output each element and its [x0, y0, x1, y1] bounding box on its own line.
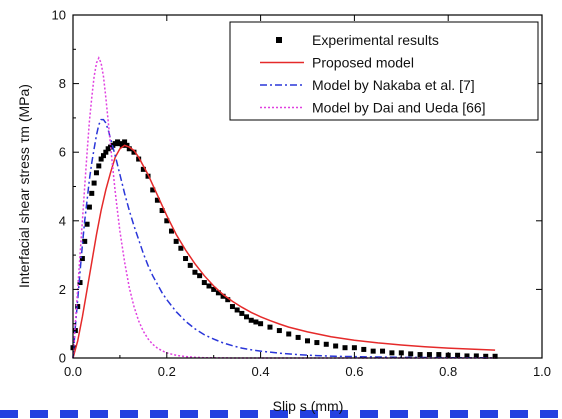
data-point: [389, 350, 395, 356]
data-point: [244, 314, 250, 320]
data-point: [473, 353, 479, 359]
data-point: [314, 340, 320, 346]
data-point: [183, 256, 189, 262]
data-point: [351, 345, 357, 351]
x-tick-label: 0.6: [345, 364, 363, 379]
data-point: [225, 297, 231, 303]
x-tick-label: 0.0: [64, 364, 82, 379]
y-tick-label: 6: [59, 145, 66, 160]
data-point: [417, 352, 423, 358]
data-point: [267, 324, 273, 330]
data-point: [173, 238, 179, 244]
data-point: [178, 245, 184, 251]
y-tick-label: 8: [59, 76, 66, 91]
data-point: [136, 156, 142, 162]
legend-label: Model by Dai and Ueda [66]: [312, 100, 486, 116]
x-tick-label: 1.0: [533, 364, 551, 379]
y-tick-label: 2: [59, 282, 66, 297]
data-point: [211, 286, 217, 292]
legend-label: Model by Nakaba et al. [7]: [312, 77, 475, 93]
y-tick-label: 0: [59, 351, 66, 366]
data-point: [164, 218, 170, 224]
data-point: [96, 163, 102, 169]
data-point: [131, 149, 137, 155]
data-point: [122, 139, 128, 145]
data-point: [370, 348, 376, 354]
data-point: [483, 353, 489, 359]
data-point: [140, 166, 146, 172]
y-axis-title: Interfacial shear stress τm (MPa): [16, 84, 32, 288]
data-point: [220, 293, 226, 299]
data-point: [276, 328, 282, 334]
data-point: [215, 290, 221, 296]
y-tick-label: 10: [52, 8, 66, 23]
data-point: [119, 142, 125, 148]
data-point: [159, 208, 165, 214]
data-point: [361, 346, 367, 352]
data-point: [436, 352, 442, 358]
data-point: [286, 331, 292, 337]
x-tick-label: 0.8: [439, 364, 457, 379]
data-point: [398, 350, 404, 356]
data-point: [248, 317, 254, 323]
data-point: [100, 153, 106, 159]
data-point: [84, 221, 90, 227]
data-point: [323, 341, 329, 347]
data-point: [98, 156, 104, 162]
x-tick-label: 0.2: [158, 364, 176, 379]
y-tick-label: 4: [59, 213, 66, 228]
data-point: [333, 343, 339, 349]
data-point: [342, 345, 348, 351]
data-point: [197, 273, 203, 279]
data-point: [464, 353, 470, 359]
data-point: [455, 352, 461, 358]
data-point: [192, 269, 198, 275]
data-point: [72, 328, 78, 334]
series-line-4: [72, 56, 496, 359]
data-point: [91, 180, 97, 186]
data-point: [93, 170, 99, 176]
data-point: [258, 321, 264, 327]
data-point: [305, 338, 310, 344]
series-line-3: [72, 118, 496, 359]
data-point: [77, 280, 83, 286]
data-point: [103, 149, 109, 155]
data-point: [206, 283, 212, 289]
data-point: [426, 352, 432, 358]
data-point: [234, 307, 240, 313]
data-point: [239, 310, 245, 316]
data-point: [89, 190, 95, 196]
series-line-2: [72, 144, 496, 359]
data-point: [124, 142, 130, 148]
data-point: [408, 351, 414, 357]
data-point: [168, 228, 174, 234]
data-point: [201, 280, 207, 286]
x-axis-title: Slip s (mm): [273, 398, 344, 414]
legend: Experimental results Proposed model Model …: [229, 21, 539, 121]
data-point: [86, 204, 92, 210]
data-point: [229, 304, 235, 310]
data-point: [380, 348, 386, 354]
data-point: [187, 262, 193, 268]
legend-label: Experimental results: [312, 32, 439, 48]
data-point: [150, 187, 156, 193]
data-point: [253, 319, 259, 325]
data-point: [126, 146, 132, 152]
data-point: [82, 238, 88, 244]
legend-marker: [276, 37, 282, 43]
data-point: [79, 256, 85, 262]
x-tick-label: 0.4: [252, 364, 270, 379]
legend-label: Proposed model: [312, 55, 414, 71]
data-point: [154, 197, 160, 203]
data-point: [295, 334, 301, 340]
